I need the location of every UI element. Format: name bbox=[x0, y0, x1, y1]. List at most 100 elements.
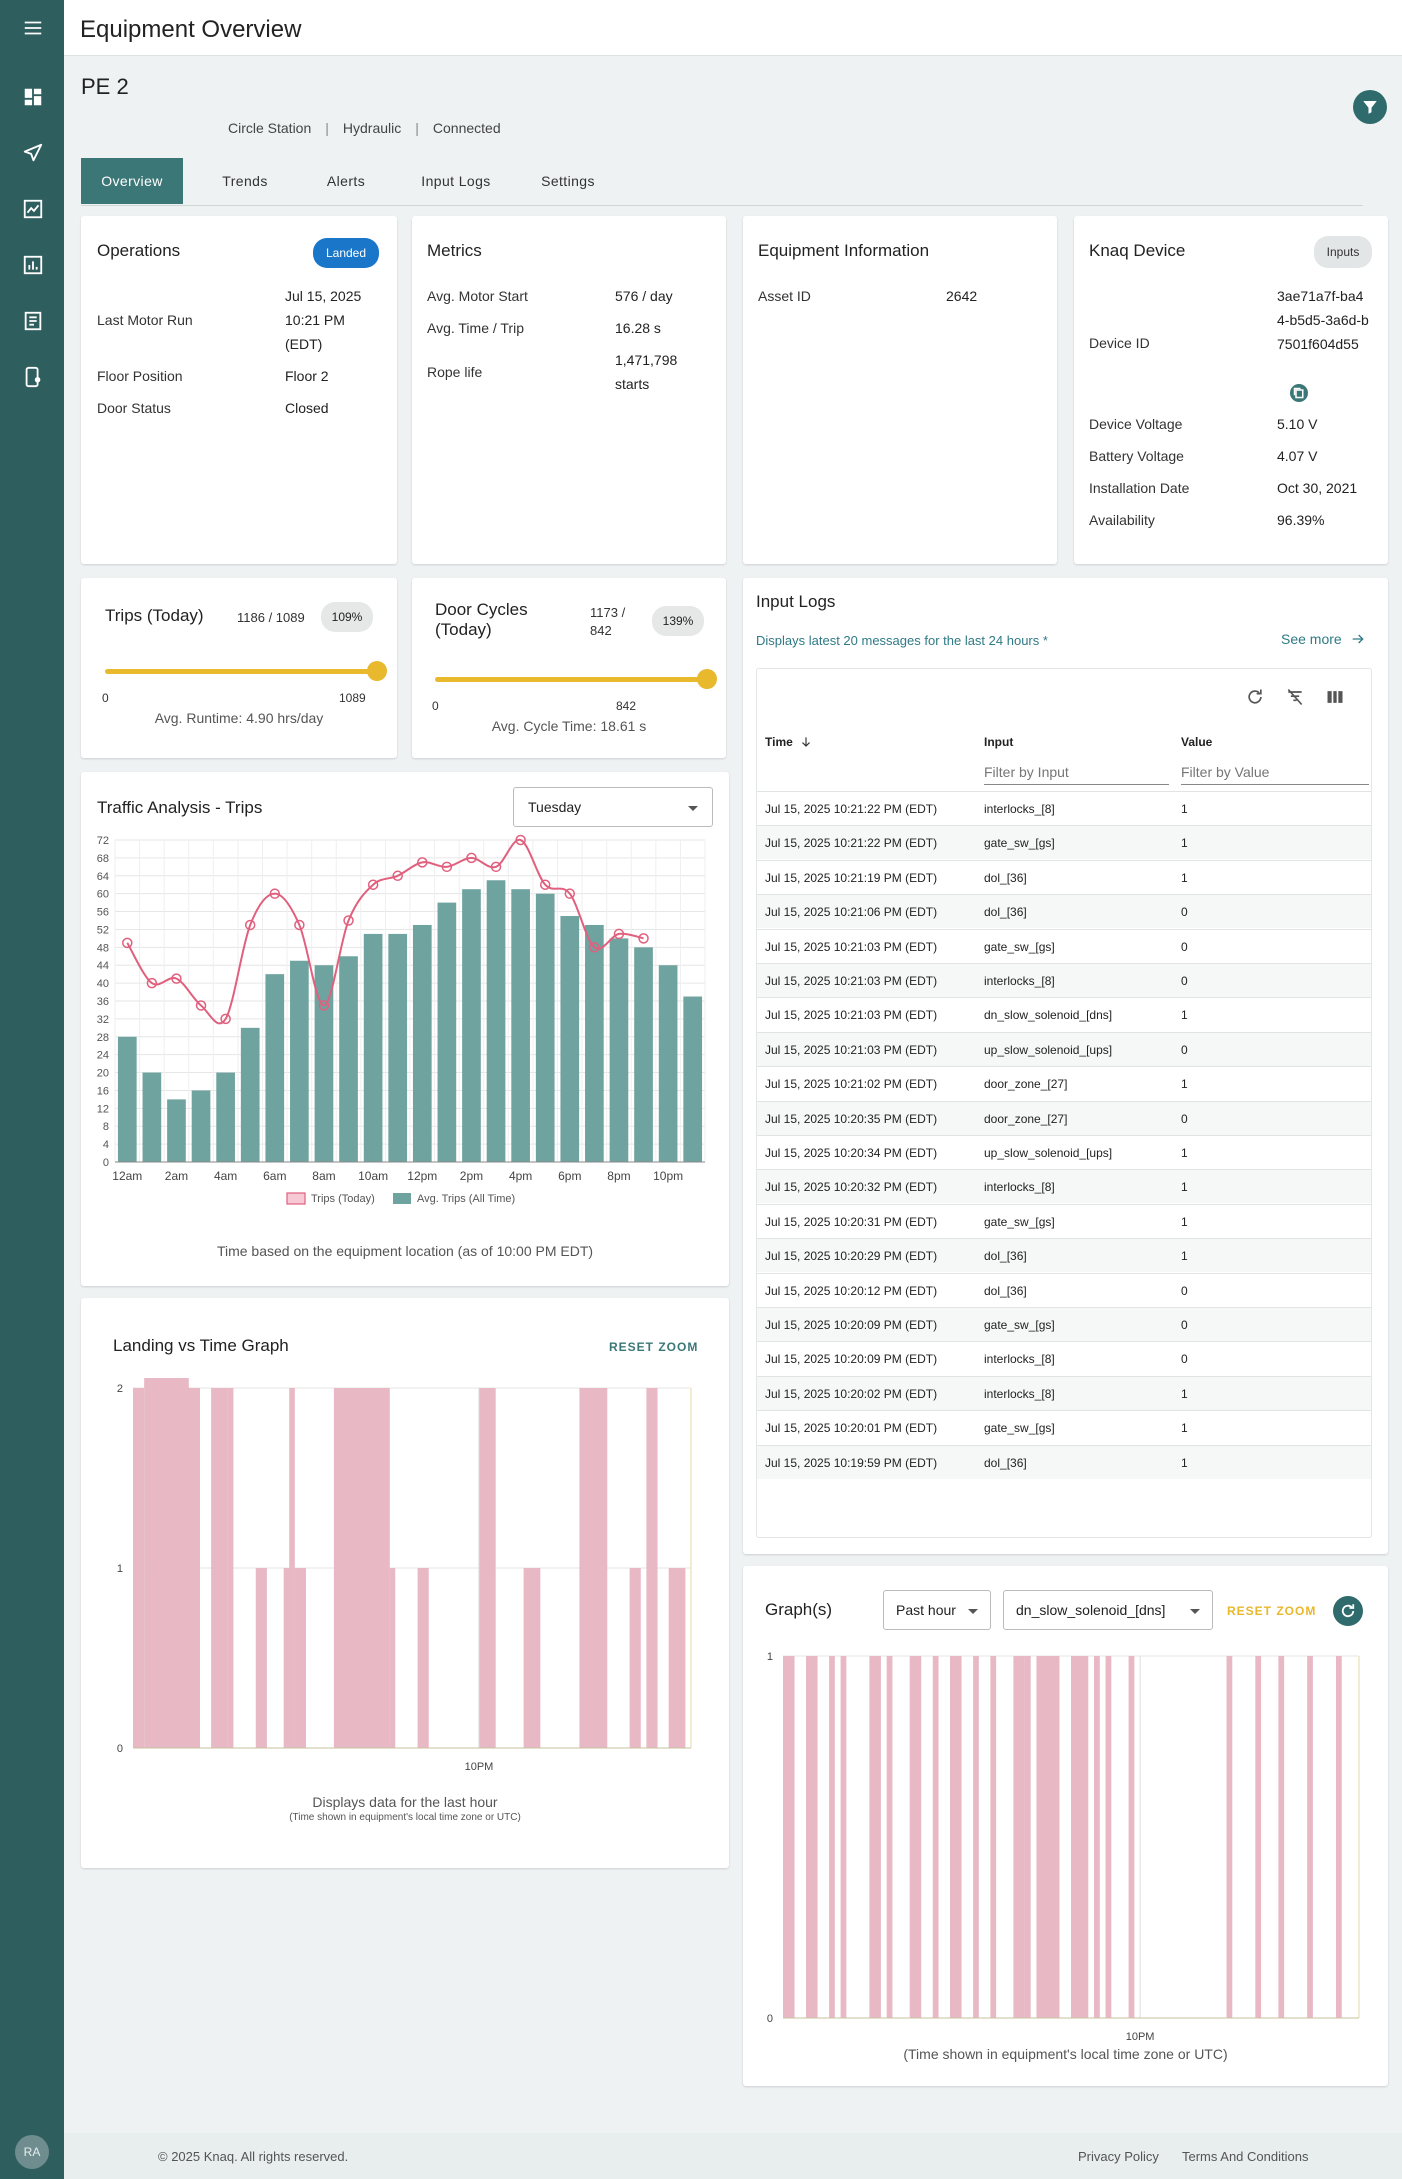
battery-voltage-value: 4.07 V bbox=[1277, 448, 1318, 464]
signal-bar bbox=[646, 1388, 658, 1748]
navigation-icon[interactable] bbox=[20, 140, 46, 166]
log-input: interlocks_[8] bbox=[984, 1386, 1055, 1401]
rope-life-label: Rope life bbox=[427, 364, 483, 380]
trends-chart-icon[interactable] bbox=[20, 196, 46, 222]
tab-input-logs[interactable]: Input Logs bbox=[421, 173, 491, 189]
signal-bar bbox=[166, 1388, 173, 1748]
log-value: 0 bbox=[1181, 905, 1188, 920]
refresh-icon[interactable] bbox=[1245, 687, 1265, 707]
dashboard-icon[interactable] bbox=[20, 84, 46, 110]
privacy-policy-link[interactable]: Privacy Policy bbox=[1078, 2149, 1159, 2164]
log-input: door_zone_[27] bbox=[984, 1077, 1068, 1092]
filter-off-icon[interactable] bbox=[1285, 687, 1305, 707]
door-max: 842 bbox=[616, 699, 637, 713]
tab-trends[interactable]: Trends bbox=[222, 173, 268, 189]
door-min: 0 bbox=[432, 699, 439, 713]
tab-overview[interactable]: Overview bbox=[81, 158, 183, 204]
bar bbox=[609, 938, 629, 1162]
columns-icon[interactable] bbox=[1325, 687, 1345, 707]
filter-button[interactable] bbox=[1353, 90, 1387, 124]
x-tick-label: 12am bbox=[112, 1169, 142, 1183]
y-tick-label: 0 bbox=[117, 1743, 123, 1755]
signal-bar bbox=[294, 1568, 306, 1748]
last-motor-run-label: Last Motor Run bbox=[97, 312, 193, 328]
copyright: © 2025 Knaq. All rights reserved. bbox=[158, 2149, 349, 2164]
line-point bbox=[367, 879, 379, 890]
signal-bar bbox=[1071, 1656, 1089, 2018]
terms-link[interactable]: Terms And Conditions bbox=[1182, 2149, 1309, 2164]
table-row: Jul 15, 2025 10:21:03 PM (EDT) gate_sw_[g… bbox=[757, 928, 1371, 963]
line-point bbox=[392, 870, 403, 882]
time-column-header[interactable]: Time bbox=[765, 735, 813, 749]
equipment-subinfo: Circle Station | Hydraulic | Connected bbox=[228, 120, 501, 136]
filter-by-value-field[interactable] bbox=[1181, 759, 1369, 785]
separator: | bbox=[415, 120, 419, 136]
copy-icon[interactable] bbox=[1290, 384, 1308, 402]
table-row: Jul 15, 2025 10:20:09 PM (EDT) interlocks… bbox=[757, 1341, 1371, 1375]
trips-ratio: 1186 / 1089 bbox=[237, 610, 305, 625]
trips-percent-badge: 109% bbox=[321, 602, 373, 632]
inputs-button[interactable]: Inputs bbox=[1314, 236, 1372, 268]
log-input: interlocks_[8] bbox=[984, 1352, 1055, 1367]
log-value: 1 bbox=[1181, 1421, 1188, 1436]
signal-bar bbox=[283, 1568, 295, 1748]
tab-bar: Overview Trends Alerts Input Logs Settin… bbox=[81, 158, 1363, 206]
door-cycles-card: Door Cycles (Today) 1173 / 842 139% 0 84… bbox=[412, 578, 726, 758]
landing-chart: 0 1 2 10PM bbox=[117, 1378, 692, 1773]
signal-bar bbox=[1307, 1656, 1313, 2018]
signal-bar bbox=[1226, 1656, 1233, 2018]
device-id-label: Device ID bbox=[1089, 335, 1150, 351]
bar bbox=[658, 965, 678, 1162]
line-point bbox=[515, 834, 526, 846]
time-range-select[interactable]: Past hour bbox=[883, 1590, 991, 1630]
y-tick-label: 40 bbox=[97, 978, 109, 990]
see-more-label: See more bbox=[1281, 631, 1342, 647]
see-more-link[interactable]: See more bbox=[1281, 631, 1366, 647]
line-point bbox=[589, 942, 600, 953]
log-time: Jul 15, 2025 10:21:22 PM (EDT) bbox=[765, 836, 938, 851]
reset-zoom-button[interactable]: RESET ZOOM bbox=[609, 1340, 699, 1354]
log-input: dol_[36] bbox=[984, 1455, 1027, 1470]
log-time: Jul 15, 2025 10:20:29 PM (EDT) bbox=[765, 1249, 938, 1264]
menu-icon[interactable] bbox=[20, 15, 46, 41]
signal-select[interactable]: dn_slow_solenoid_[dns] bbox=[1003, 1590, 1213, 1630]
y-tick-label: 1 bbox=[767, 1651, 773, 1663]
operations-card: Operations Landed Last Motor Run Jul 15,… bbox=[81, 216, 397, 564]
y-tick-label: 4 bbox=[103, 1139, 109, 1151]
device-icon[interactable] bbox=[20, 364, 46, 390]
log-value: 0 bbox=[1181, 1318, 1188, 1332]
day-select[interactable]: Tuesday bbox=[513, 787, 713, 827]
landing-graph-card: Landing vs Time Graph RESET ZOOM 0 1 2 10PM… bbox=[81, 1298, 729, 1868]
document-icon[interactable] bbox=[20, 308, 46, 334]
signal-bar bbox=[840, 1656, 847, 2018]
y-tick-label: 8 bbox=[103, 1121, 109, 1133]
bar-report-icon[interactable] bbox=[20, 252, 46, 278]
user-avatar[interactable]: RA bbox=[15, 2135, 49, 2169]
bar bbox=[634, 947, 653, 1162]
log-value: 1 bbox=[1181, 802, 1188, 816]
y-tick-label: 48 bbox=[97, 942, 109, 954]
graphs-card: Graph(s) Past hour dn_slow_solenoid_[dns… bbox=[743, 1566, 1388, 2086]
signal-bar bbox=[829, 1656, 835, 2018]
filter-by-input-field[interactable] bbox=[984, 759, 1169, 785]
floor-position-label: Floor Position bbox=[97, 368, 183, 384]
tab-alerts[interactable]: Alerts bbox=[326, 173, 366, 189]
y-tick-label: 16 bbox=[97, 1085, 109, 1097]
signal-value: dn_slow_solenoid_[dns] bbox=[1016, 1602, 1166, 1618]
reset-zoom-button[interactable]: RESET ZOOM bbox=[1227, 1604, 1317, 1618]
station-label: Circle Station bbox=[228, 120, 312, 136]
legend-swatch-avg-trips bbox=[393, 1193, 411, 1204]
line-point bbox=[564, 888, 576, 899]
log-time: Jul 15, 2025 10:20:09 PM (EDT) bbox=[765, 1318, 938, 1332]
tab-settings[interactable]: Settings bbox=[541, 173, 595, 189]
card-title: Knaq Device bbox=[1089, 241, 1186, 260]
time-header-label: Time bbox=[765, 735, 793, 749]
refresh-graph-button[interactable] bbox=[1333, 1596, 1363, 1626]
signal-bar bbox=[255, 1568, 267, 1748]
log-input: interlocks_[8] bbox=[984, 974, 1055, 988]
landing-note: Displays data for the last hour bbox=[312, 1794, 498, 1810]
table-row: Jul 15, 2025 10:20:35 PM (EDT) door_zone_… bbox=[757, 1100, 1371, 1135]
table-row: Jul 15, 2025 10:20:01 PM (EDT) gate_sw_[g… bbox=[757, 1410, 1371, 1444]
last-motor-run-value: Jul 15, 2025 10:21 PM (EDT) bbox=[285, 288, 362, 352]
filter-icon bbox=[1363, 101, 1377, 114]
